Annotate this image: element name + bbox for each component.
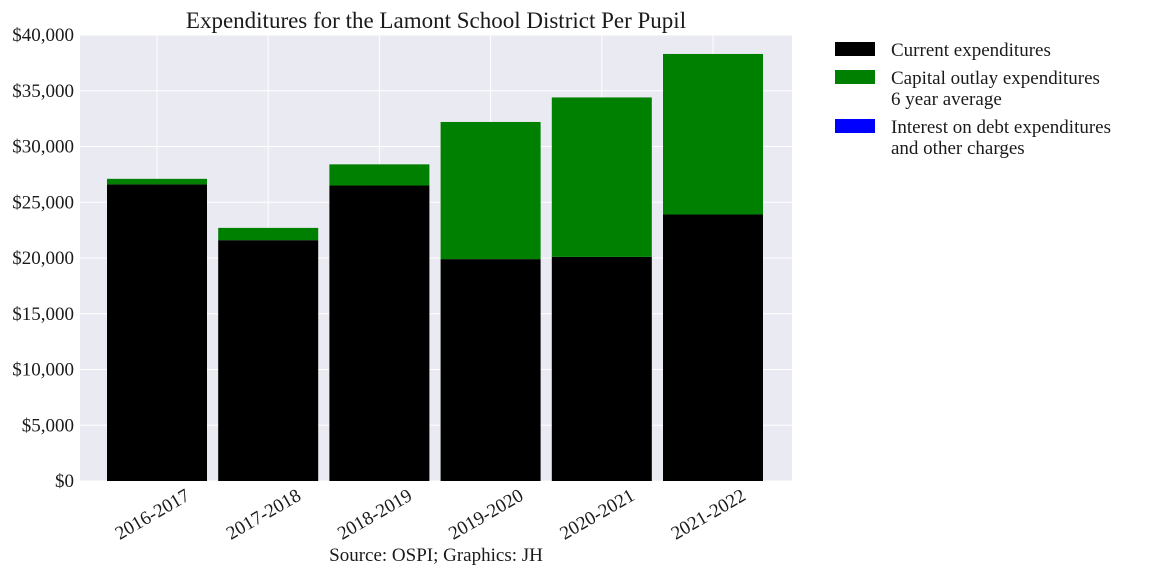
legend-swatch-0	[835, 42, 875, 56]
x-tick-label: 2019-2020	[445, 485, 527, 544]
y-tick-label: $5,000	[22, 415, 74, 436]
legend-swatch-1	[835, 70, 875, 84]
bar-2018-2019-series-0	[329, 185, 430, 481]
y-axis-ticks: $0 $5,000 $10,000 $15,000 $20,000 $25,000 $30,…	[12, 25, 74, 492]
x-tick-label: 2021-2022	[668, 485, 750, 544]
bars	[107, 53, 763, 481]
x-axis-ticks: 2016-2017 2017-2018 2018-2019 2019-2020 2020…	[112, 485, 750, 544]
y-tick-label: $35,000	[12, 81, 74, 102]
bar-2020-2021-series-0	[551, 256, 652, 481]
bar-2018-2019-series-1	[329, 164, 430, 186]
x-tick-label: 2020-2021	[557, 485, 639, 544]
bar-2021-2022-series-1	[663, 53, 763, 215]
y-tick-label: $0	[55, 471, 74, 492]
chart-caption: Source: OSPI; Graphics: JH	[329, 545, 543, 566]
x-tick-label: 2016-2017	[112, 485, 194, 544]
bar-2020-2021-series-1	[551, 97, 652, 257]
y-tick-label: $20,000	[12, 248, 74, 269]
legend-label-1: Capital outlay expenditures	[891, 68, 1100, 89]
y-tick-label: $15,000	[12, 304, 74, 325]
bar-2017-2018-series-0	[218, 240, 319, 481]
legend-swatch-2	[835, 119, 875, 133]
legend-label-0: Current expenditures	[891, 40, 1051, 61]
y-tick-label: $25,000	[12, 192, 74, 213]
y-tick-label: $40,000	[12, 25, 74, 46]
x-tick-label: 2017-2018	[223, 485, 305, 544]
x-tick-label: 2018-2019	[334, 485, 416, 544]
legend: Current expenditures Capital outlay expen…	[835, 40, 1111, 159]
legend-label-2: Interest on debt expenditures	[891, 117, 1111, 138]
bar-2017-2018-series-1	[218, 227, 319, 241]
bar-2019-2020-series-0	[440, 259, 541, 481]
bar-2016-2017-series-1	[107, 178, 207, 185]
chart-title: Expenditures for the Lamont School Distr…	[186, 8, 686, 33]
legend-label-2: and other charges	[891, 138, 1025, 159]
y-tick-label: $30,000	[12, 137, 74, 158]
bar-2016-2017-series-0	[107, 184, 207, 481]
bar-2019-2020-series-1	[440, 121, 541, 260]
y-tick-label: $10,000	[12, 360, 74, 381]
legend-label-1: 6 year average	[891, 89, 1002, 110]
bar-2021-2022-series-0	[663, 214, 763, 481]
